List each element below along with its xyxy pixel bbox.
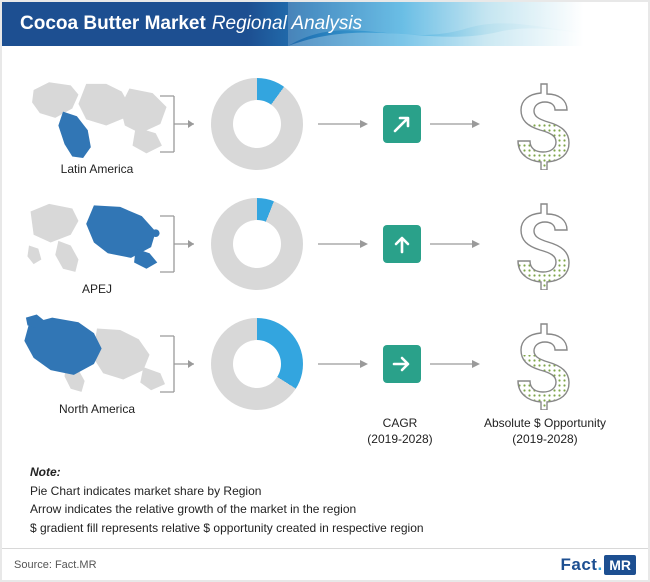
content-area: Latin America — [2, 46, 648, 538]
map-latam — [17, 73, 177, 158]
map-na — [17, 313, 177, 398]
region-label: Latin America — [61, 162, 134, 176]
donut-chart — [211, 78, 303, 170]
map-apej — [17, 193, 177, 278]
note-line: Arrow indicates the relative growth of t… — [30, 500, 638, 519]
cagr-arrow-box — [383, 345, 421, 383]
donut-chart — [211, 198, 303, 290]
footer-bar: Source: Fact.MR Fact . MR — [2, 548, 648, 580]
map-highlight-apej — [86, 205, 159, 268]
opportunity-period: (2019-2028) — [470, 432, 620, 448]
note-heading: Note: — [30, 463, 638, 482]
region-row: North America — [12, 304, 638, 424]
arrow-up-icon — [390, 232, 414, 256]
region-row: APEJ — [12, 184, 638, 304]
cagr-period: (2019-2028) — [330, 432, 470, 448]
connector-bracket — [158, 318, 198, 410]
logo-mr: MR — [604, 555, 636, 575]
cagr-arrow-box — [383, 105, 421, 143]
factmr-logo: Fact . MR — [561, 555, 636, 575]
note-line: Pie Chart indicates market share by Regi… — [30, 482, 638, 501]
infographic-frame: Cocoa Butter Market Regional Analysis — [0, 0, 650, 582]
cagr-arrow-box — [383, 225, 421, 263]
header-band: Cocoa Butter Market Regional Analysis — [2, 2, 648, 46]
note-line: $ gradient fill represents relative $ op… — [30, 519, 638, 538]
region-label: North America — [59, 402, 135, 416]
source-text: Source: Fact.MR — [14, 559, 97, 571]
cagr-label: CAGR — [330, 416, 470, 432]
map-highlight-na — [24, 314, 101, 374]
title-light: Regional Analysis — [212, 13, 362, 35]
title-strong: Cocoa Butter Market — [20, 13, 206, 35]
column-axis-labels: CAGR (2019-2028) Absolute $ Opportunity … — [12, 416, 638, 447]
dollar-opportunity-icon — [512, 198, 582, 290]
dollar-opportunity-icon — [512, 318, 582, 410]
region-row: Latin America — [12, 64, 638, 184]
opportunity-label: Absolute $ Opportunity — [470, 416, 620, 432]
connector-bracket — [158, 198, 198, 290]
arrow-right-icon — [390, 352, 414, 376]
connector-bracket — [158, 78, 198, 170]
dollar-opportunity-icon — [512, 78, 582, 170]
region-label: APEJ — [82, 282, 112, 296]
donut-chart — [211, 318, 303, 410]
logo-fact: Fact — [561, 555, 598, 575]
arrow-diag-up-icon — [390, 112, 414, 136]
logo-dot: . — [597, 555, 602, 575]
note-block: Note: Pie Chart indicates market share b… — [30, 463, 638, 537]
